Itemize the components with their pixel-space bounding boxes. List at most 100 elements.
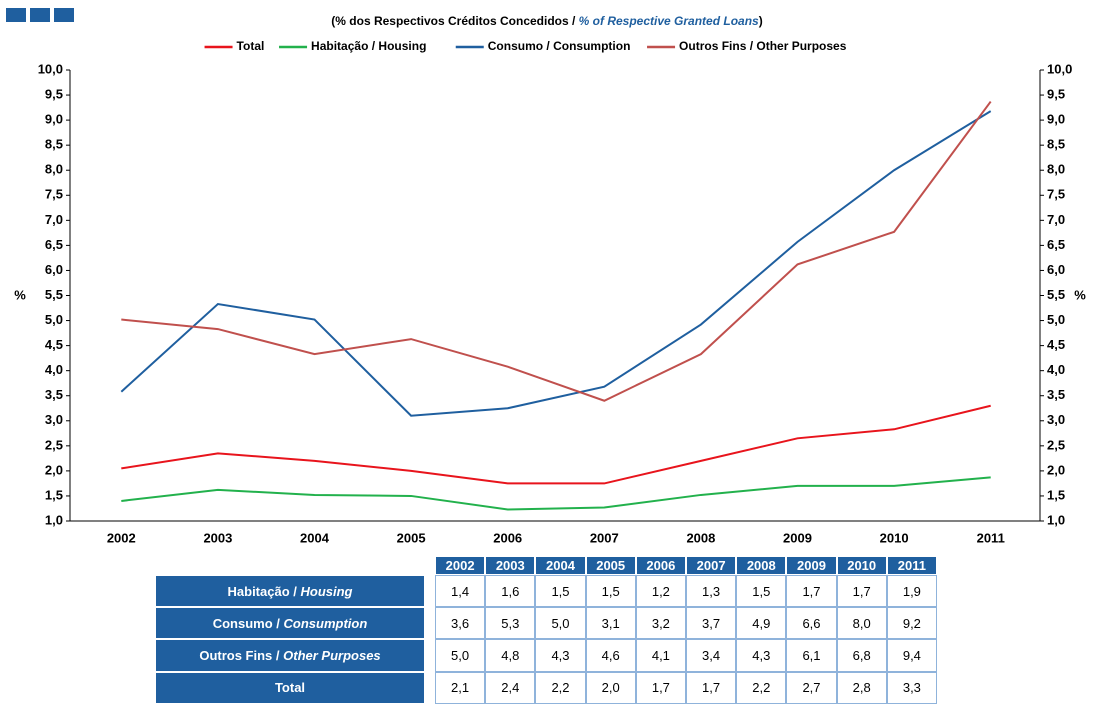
table-cell: 1,6	[485, 575, 536, 608]
series-line	[121, 404, 991, 485]
y-tick-label: 5,0	[45, 312, 63, 327]
row-label: Consumo / Consumption	[155, 607, 425, 640]
row-label: Outros Fins / Other Purposes	[155, 639, 425, 672]
y-tick-label: 8,0	[45, 162, 63, 177]
y2-tick-label: 3,5	[1047, 387, 1065, 402]
y-tick-label: 2,5	[45, 437, 63, 452]
y2-tick-label: 10,0	[1047, 61, 1072, 76]
table-cell: 1,5	[736, 575, 787, 608]
y-tick-label: 6,0	[45, 262, 63, 277]
table-cell: 1,2	[635, 575, 686, 608]
subtitle-end: )	[759, 14, 763, 28]
legend-label: Consumo / Consumption	[488, 39, 631, 53]
table-cell: 8,0	[836, 607, 887, 640]
y-tick-label: 2,0	[45, 462, 63, 477]
y-tick-label: 7,5	[45, 187, 63, 202]
table-header: 2010	[836, 556, 887, 575]
table-cell: 6,8	[836, 639, 887, 672]
table-cell: 2,2	[736, 671, 787, 704]
x-tick-label: 2008	[686, 530, 715, 545]
y2-tick-label: 2,0	[1047, 462, 1065, 477]
y2-tick-label: 3,0	[1047, 412, 1065, 427]
x-tick-label: 2002	[107, 530, 136, 545]
y2-tick-label: 8,0	[1047, 162, 1065, 177]
table-cell: 1,7	[836, 575, 887, 608]
table-cell: 1,9	[886, 575, 937, 608]
x-tick-label: 2003	[203, 530, 232, 545]
y-tick-label: 9,5	[45, 86, 63, 101]
table-header: 2007	[686, 556, 737, 575]
table-header: 2003	[485, 556, 536, 575]
table-cell: 3,1	[585, 607, 636, 640]
table-header: 2009	[786, 556, 837, 575]
x-tick-label: 2005	[397, 530, 426, 545]
x-tick-label: 2011	[977, 530, 1005, 545]
y-tick-label: 8,5	[45, 137, 63, 152]
table-header: 2004	[535, 556, 586, 575]
table-cell: 2,0	[585, 671, 636, 704]
y-axis-label: %	[14, 287, 26, 302]
y-tick-label: 1,0	[45, 512, 63, 527]
row-label-part: Other Purposes	[283, 647, 381, 663]
y2-tick-label: 5,0	[1047, 312, 1065, 327]
row-label: Habitação / Housing	[155, 575, 425, 608]
logo	[54, 8, 74, 22]
y2-tick-label: 7,0	[1047, 212, 1065, 227]
y2-tick-label: 9,0	[1047, 112, 1065, 127]
y-tick-label: 6,5	[45, 237, 63, 252]
row-label-part: Total	[274, 680, 306, 696]
x-tick-label: 2004	[300, 530, 330, 545]
y-tick-label: 1,5	[45, 487, 63, 502]
x-tick-label: 2006	[493, 530, 522, 545]
table-cell: 4,8	[485, 639, 536, 672]
table-cell: 2,2	[535, 671, 586, 704]
row-label-part: Consumo /	[212, 615, 284, 631]
table-header: 2005	[585, 556, 636, 575]
table-cell: 3,2	[635, 607, 686, 640]
y2-tick-label: 6,5	[1047, 237, 1065, 252]
y2-tick-label: 7,5	[1047, 187, 1065, 202]
table-header: 2006	[635, 556, 686, 575]
y-tick-label: 4,5	[45, 337, 63, 352]
row-label: Total	[155, 671, 425, 704]
row-label-part: Housing	[300, 583, 353, 599]
table-cell: 3,7	[686, 607, 737, 640]
row-label-part: Consumption	[283, 615, 368, 631]
y-tick-label: 9,0	[45, 112, 63, 127]
table-cell: 5,0	[535, 607, 586, 640]
y-tick-label: 7,0	[45, 212, 63, 227]
logo	[6, 8, 26, 22]
table-cell: 3,3	[886, 671, 937, 704]
legend-label: Total	[237, 39, 265, 53]
table-cell: 4,3	[535, 639, 586, 672]
table-cell: 9,2	[886, 607, 937, 640]
table-cell: 1,5	[585, 575, 636, 608]
table-cell: 4,9	[736, 607, 787, 640]
series-line	[121, 100, 992, 402]
x-tick-label: 2007	[590, 530, 619, 545]
y-tick-label: 5,5	[45, 287, 63, 302]
row-label-part: Outros Fins /	[199, 647, 284, 663]
legend-label: Outros Fins / Other Purposes	[679, 39, 847, 53]
y2-tick-label: 1,0	[1047, 512, 1065, 527]
x-tick-label: 2009	[783, 530, 812, 545]
y2-tick-label: 4,5	[1047, 337, 1065, 352]
legend-label: Habitação / Housing	[311, 39, 426, 53]
series-line	[120, 110, 992, 417]
y2-tick-label: 9,5	[1047, 86, 1065, 101]
subtitle-en: % of Respective Granted Loans	[579, 14, 759, 28]
subtitle: (% dos Respectivos Créditos Concedidos /…	[331, 14, 762, 28]
table-header: 2002	[435, 556, 486, 575]
y-tick-label: 10,0	[38, 61, 63, 76]
y-tick-label: 3,0	[45, 412, 63, 427]
table-cell: 2,1	[435, 671, 486, 704]
table-cell: 3,6	[435, 607, 486, 640]
series-line	[121, 476, 991, 511]
row-label-part: Habitação /	[227, 583, 301, 599]
table-cell: 1,3	[686, 575, 737, 608]
table-cell: 4,6	[585, 639, 636, 672]
y-tick-label: 3,5	[45, 387, 63, 402]
table-cell: 1,7	[686, 671, 737, 704]
